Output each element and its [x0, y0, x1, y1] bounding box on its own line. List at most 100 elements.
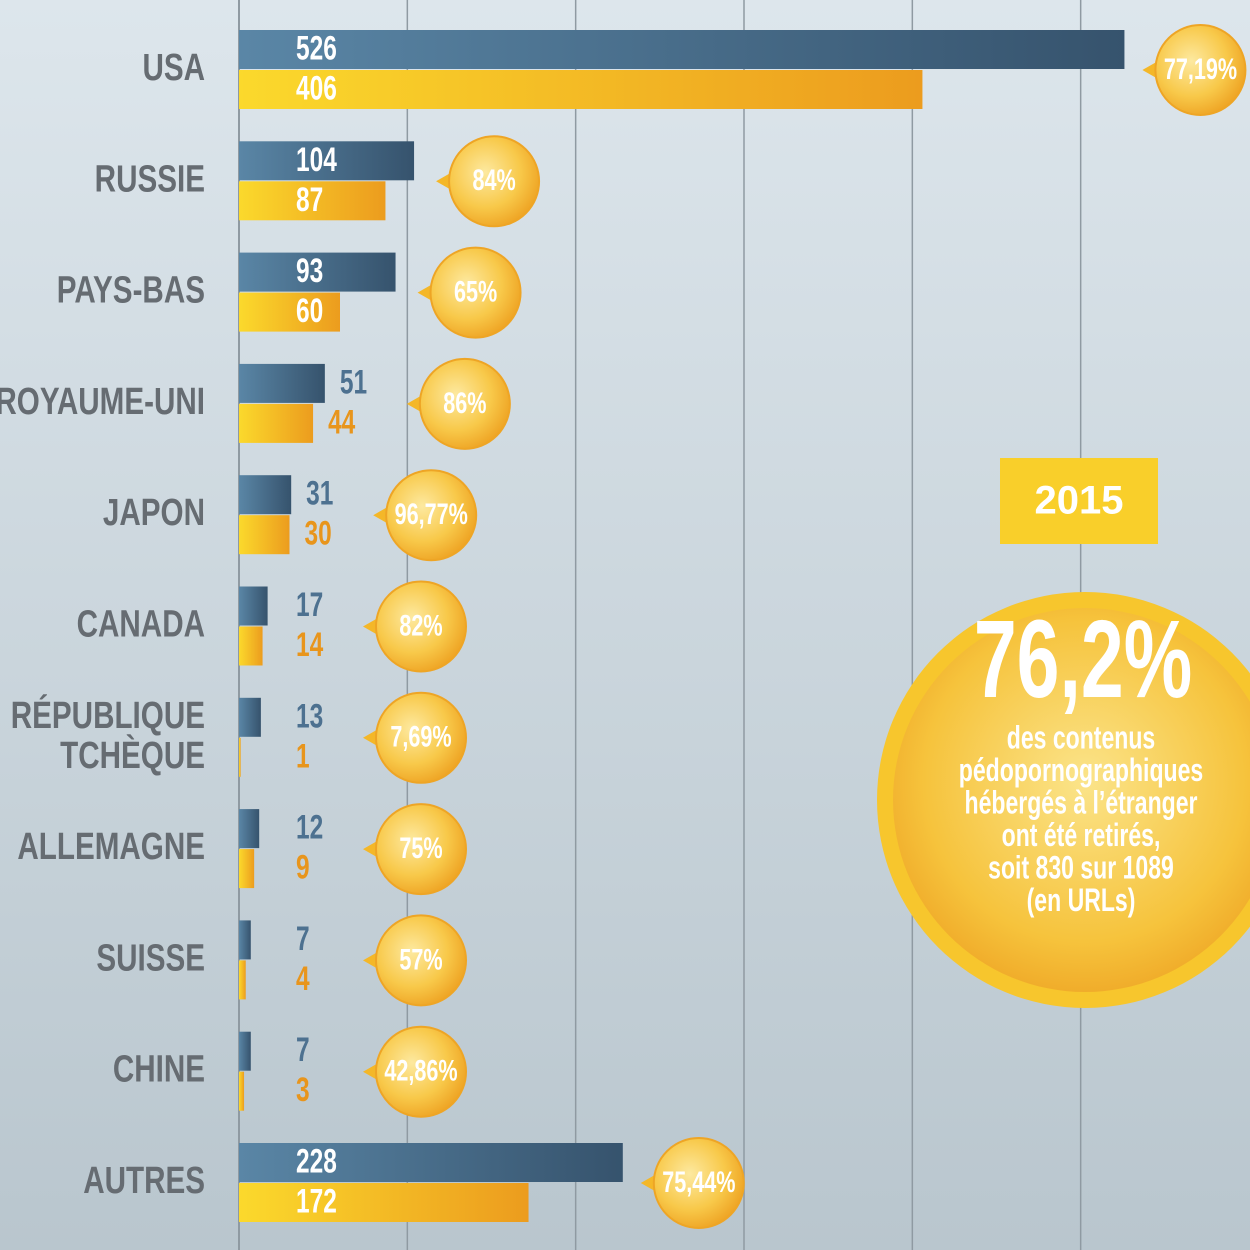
- bar: [239, 515, 290, 555]
- value-label: 7: [296, 1031, 310, 1069]
- bubble-pointer: [363, 729, 377, 746]
- bar: [239, 475, 292, 515]
- rate-label: 65%: [454, 274, 497, 308]
- rate-bubble: [418, 357, 511, 450]
- bar: [239, 697, 261, 737]
- category-label: CANADA: [77, 603, 205, 645]
- headline: 76,2%: [974, 599, 1192, 722]
- summary-line: ont été retirés,: [1002, 817, 1161, 853]
- bar: [239, 403, 314, 443]
- bar: [239, 292, 340, 332]
- category-label: CHINE: [113, 1048, 205, 1090]
- bubble-pointer: [363, 1063, 377, 1080]
- rate-label: 42,86%: [384, 1053, 457, 1087]
- rate-bubble: [429, 246, 522, 339]
- bar: [239, 737, 241, 777]
- summary-line: soit 830 sur 1089: [988, 850, 1174, 886]
- category-label: RUSSIE: [95, 158, 205, 200]
- value-label: 12: [296, 809, 323, 847]
- rate-label: 84%: [472, 163, 515, 197]
- summary-line: (en URLs): [1027, 882, 1136, 918]
- bubble-pointer: [406, 395, 421, 412]
- value-label: 406: [296, 70, 337, 108]
- rate-bubble: [375, 914, 467, 1007]
- rate-bubble: [375, 803, 467, 896]
- rate-label: 75,44%: [662, 1164, 735, 1198]
- rate-label: 75%: [399, 830, 442, 864]
- bubble-pointer: [417, 284, 432, 301]
- bar: [239, 849, 255, 889]
- rate-label: 7,69%: [390, 719, 451, 753]
- value-label: 104: [296, 141, 337, 179]
- bar: [239, 181, 386, 221]
- bar: [239, 1071, 245, 1111]
- value-label: 3: [296, 1071, 310, 1109]
- bar: [239, 920, 251, 960]
- rate-bubble: [375, 580, 467, 673]
- rate-label: 86%: [443, 385, 486, 419]
- category-label: ALLEMAGNE: [17, 826, 205, 868]
- year-label: 2015: [1035, 479, 1124, 523]
- bubble-pointer: [436, 173, 451, 190]
- category-label: AUTRES: [83, 1160, 205, 1202]
- rate-bubble: [652, 1137, 745, 1229]
- bar: [239, 70, 923, 109]
- year-box: [1000, 458, 1158, 544]
- value-label: 51: [340, 364, 367, 402]
- rate-bubble: [375, 691, 467, 784]
- rate-bubble: [375, 1025, 467, 1118]
- value-label: 60: [296, 292, 323, 330]
- bubble-pointer: [363, 952, 377, 969]
- bar: [239, 1031, 251, 1071]
- bar: [239, 586, 268, 626]
- value-label: 228: [296, 1143, 337, 1181]
- value-label: 44: [328, 404, 356, 442]
- rate-label: 82%: [399, 608, 442, 642]
- bar: [239, 809, 260, 849]
- value-label: 526: [296, 30, 337, 68]
- rate-bubble: [448, 135, 541, 228]
- rate-label: 96,77%: [395, 497, 468, 531]
- bar: [239, 141, 415, 181]
- value-label: 93: [296, 252, 323, 290]
- value-label: 4: [296, 960, 310, 998]
- summary-line: des contenus: [1007, 720, 1155, 756]
- value-label: 9: [296, 849, 310, 887]
- category-label: USA: [142, 47, 205, 89]
- value-label: 172: [296, 1183, 337, 1221]
- annotations: 2015 76,2%des contenuspédopornographiques…: [959, 479, 1203, 918]
- bar: [239, 960, 246, 1000]
- bar: [239, 30, 1125, 69]
- rate-bubble: [385, 469, 478, 562]
- value-label: 17: [296, 586, 323, 624]
- bar: [239, 252, 396, 292]
- category-label: JAPON: [103, 492, 205, 534]
- summary-line: hébergés à l’étranger: [965, 785, 1198, 821]
- value-label: 87: [296, 181, 323, 219]
- category-label: PAYS-BAS: [57, 269, 205, 311]
- value-label: 7: [296, 920, 310, 958]
- bar: [239, 1183, 529, 1222]
- bubble-pointer: [363, 841, 377, 858]
- summary-circle: [893, 608, 1250, 992]
- summary-line: pédopornographiques: [959, 752, 1203, 788]
- bubble-pointer: [363, 618, 377, 635]
- value-label: 30: [305, 515, 332, 553]
- bubble-pointer: [640, 1175, 655, 1191]
- rate-label: 57%: [399, 942, 442, 976]
- rate-bubble: [1154, 24, 1247, 116]
- value-label: 1: [296, 737, 310, 775]
- bar: [239, 626, 263, 666]
- bubble-pointer: [373, 507, 388, 524]
- value-label: 14: [296, 626, 324, 664]
- category-label: SUISSE: [96, 937, 205, 979]
- category-label: RÉPUBLIQUE TCHÈQUE: [11, 694, 205, 776]
- value-label: 31: [306, 475, 333, 513]
- bubble-pointer: [1142, 62, 1157, 78]
- bar: [239, 1143, 623, 1182]
- value-label: 13: [296, 697, 323, 735]
- rate-label: 77,19%: [1164, 51, 1237, 85]
- category-label: ROYAUME-UNI: [0, 380, 205, 422]
